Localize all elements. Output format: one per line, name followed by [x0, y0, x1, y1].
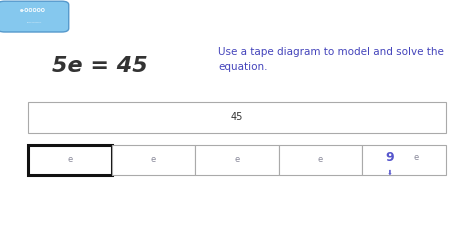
Text: ___________: ___________	[26, 19, 41, 23]
Bar	[362, 145, 446, 175]
Bar	[28, 102, 446, 133]
Text: e: e	[318, 155, 323, 164]
Bar	[195, 145, 279, 175]
Text: e·OOOOO: e·OOOOO	[20, 8, 46, 13]
Bar	[28, 145, 112, 175]
Text: ⬇: ⬇	[387, 170, 392, 176]
Text: 5e = 45: 5e = 45	[52, 56, 147, 76]
Bar	[112, 145, 195, 175]
Text: e: e	[234, 155, 240, 164]
Text: Use a tape diagram to model and solve the
equation.: Use a tape diagram to model and solve th…	[218, 47, 444, 72]
Text: 45: 45	[231, 112, 243, 122]
Text: e: e	[413, 153, 419, 162]
Bar	[279, 145, 362, 175]
Text: e: e	[67, 155, 73, 164]
Text: 9: 9	[385, 151, 394, 164]
Text: e: e	[151, 155, 156, 164]
FancyBboxPatch shape	[0, 1, 69, 32]
